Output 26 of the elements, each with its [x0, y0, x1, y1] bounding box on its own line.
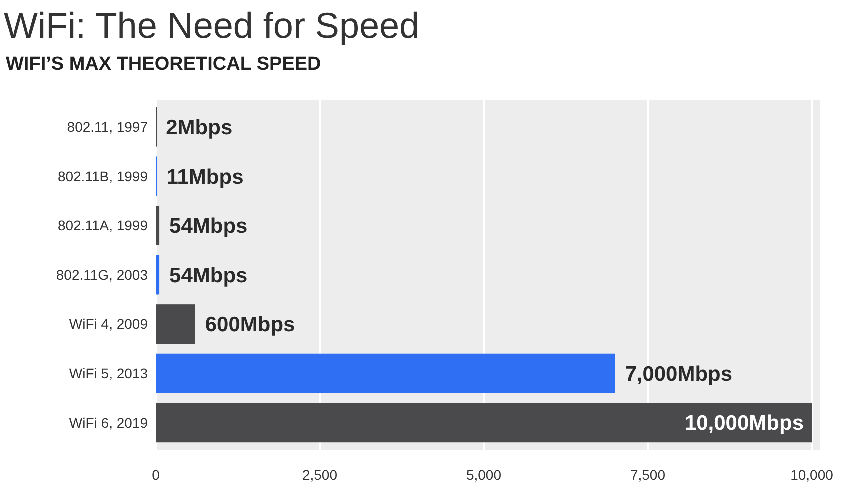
x-tick-label: 2,500 [302, 467, 338, 483]
x-tick-label: 5,000 [466, 467, 502, 483]
x-tick-label: 0 [152, 467, 160, 483]
data-label: 11Mbps [166, 166, 244, 189]
chart-subtitle: WIFI’S MAX THEORETICAL SPEED [6, 54, 322, 75]
y-tick-label: 802.11B, 1999 [58, 168, 148, 184]
data-label: 54Mbps [170, 215, 248, 238]
data-label: 10,000Mbps [684, 412, 804, 436]
bar [156, 206, 160, 246]
chart-title: WiFi: The Need for Speed [4, 5, 420, 46]
data-label: 54Mbps [170, 264, 248, 288]
data-label: 7,000Mbps [625, 362, 733, 386]
data-label: 600Mbps [205, 314, 296, 337]
y-tick-label: WiFi 6, 2019 [69, 414, 148, 431]
x-tick-label: 10,000 [790, 467, 834, 483]
y-tick-label: WiFi 5, 2013 [69, 365, 148, 382]
y-tick-label: 802.11G, 2003 [56, 266, 148, 283]
bar [156, 354, 616, 394]
bar [156, 304, 196, 344]
y-tick-label: 802.11A, 1999 [58, 218, 148, 234]
y-tick-label: 802.11, 1997 [67, 119, 148, 136]
y-tick-label: WiFi 4, 2009 [69, 316, 148, 332]
data-label: 2Mbps [166, 116, 233, 140]
bar [156, 403, 812, 443]
x-tick-label: 7,500 [630, 467, 666, 483]
bar [156, 255, 160, 295]
